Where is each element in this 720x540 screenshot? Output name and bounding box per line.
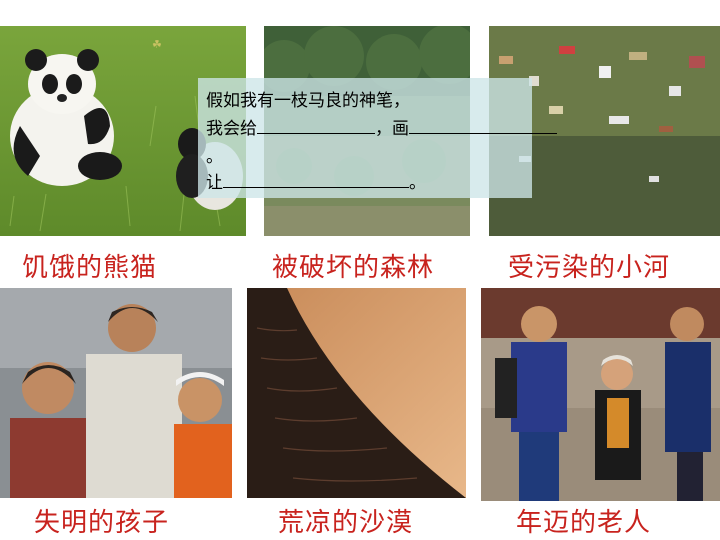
prompt-line-4-suffix: 。 (409, 173, 426, 193)
prompt-line-2-comma: ，画 (375, 119, 409, 139)
caption-elderly: 年迈的老人 (516, 508, 652, 538)
caption-hungry-panda: 饥饿的熊猫 (22, 253, 158, 283)
fill-blank-3[interactable] (223, 173, 409, 188)
prompt-line-3: 。 (206, 147, 223, 167)
prompt-line-1: 假如我有一枝马良的神笔， (206, 91, 410, 111)
prompt-line-2-prefix: 我会给 (206, 119, 257, 139)
prompt-line-4-prefix: 让 (206, 173, 223, 193)
polluted-river-photo (489, 26, 720, 236)
caption-damaged-forest: 被破坏的森林 (272, 253, 435, 283)
caption-blind-children: 失明的孩子 (34, 508, 170, 538)
elderly-photo (481, 288, 720, 501)
prompt-line-4: 让。 (206, 168, 426, 193)
caption-desolate-desert: 荒凉的沙漠 (278, 508, 414, 538)
writing-prompt-box: 假如我有一枝马良的神笔， 我会给 ，画 。 让。 (198, 78, 557, 198)
desert-photo (247, 288, 466, 498)
blind-children-photo (0, 288, 232, 498)
caption-polluted-river: 受污染的小河 (508, 253, 671, 283)
fill-blank-1[interactable] (257, 119, 375, 134)
prompt-line-2: 我会给 ，画 (206, 114, 557, 139)
fill-blank-2[interactable] (409, 119, 557, 134)
svg-text:☘: ☘ (152, 38, 162, 51)
